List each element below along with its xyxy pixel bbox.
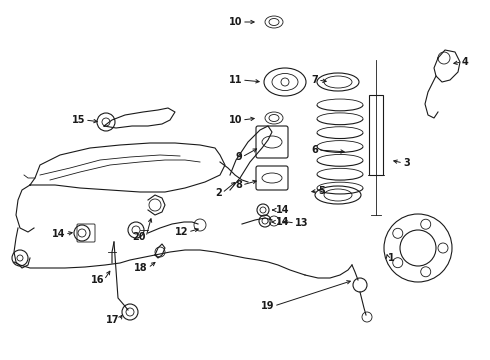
Text: 8: 8: [235, 180, 242, 190]
Text: 10: 10: [228, 17, 242, 27]
Text: 14: 14: [276, 217, 290, 227]
Text: 20: 20: [132, 232, 146, 242]
Text: 19: 19: [261, 301, 274, 311]
Text: 5: 5: [318, 186, 325, 196]
Text: 15: 15: [72, 115, 85, 125]
Text: 6: 6: [311, 145, 318, 155]
Text: 3: 3: [403, 158, 410, 168]
Text: 17: 17: [105, 315, 119, 325]
Text: 9: 9: [235, 152, 242, 162]
Text: 1: 1: [388, 253, 395, 263]
Text: 2: 2: [215, 188, 222, 198]
Text: 7: 7: [311, 75, 318, 85]
Text: 14: 14: [51, 229, 65, 239]
Text: 10: 10: [228, 115, 242, 125]
Text: 16: 16: [91, 275, 104, 285]
Text: 12: 12: [174, 227, 188, 237]
Text: 11: 11: [228, 75, 242, 85]
Text: 4: 4: [462, 57, 469, 67]
Text: 13: 13: [295, 218, 309, 228]
Text: 14: 14: [276, 205, 290, 215]
Text: 18: 18: [134, 263, 148, 273]
